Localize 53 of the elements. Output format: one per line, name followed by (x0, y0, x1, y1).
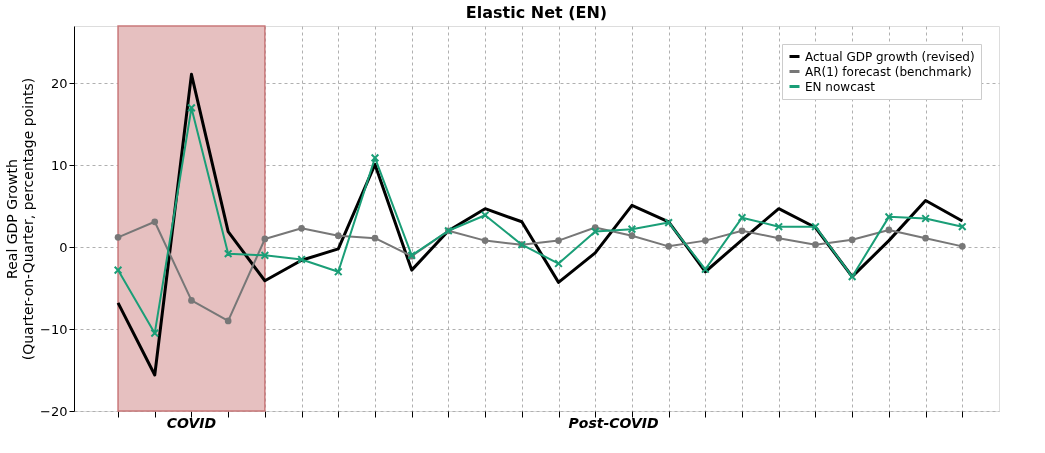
point (628, 232, 636, 240)
point (884, 212, 894, 222)
point (738, 227, 746, 235)
point (922, 234, 929, 242)
point (260, 251, 270, 260)
point (737, 213, 747, 223)
point (885, 226, 893, 234)
point (811, 222, 820, 232)
point (113, 265, 123, 275)
point (958, 243, 966, 250)
point (481, 237, 489, 244)
point (590, 227, 600, 236)
point (333, 267, 343, 277)
y-tick-label: −20 (40, 403, 68, 419)
y-axis-title: Real GDP Growth (Quarter-on-Quarter, percentage points) (4, 77, 37, 361)
legend-label: AR(1) forecast (benchmark) (805, 64, 972, 79)
point (370, 153, 380, 163)
point (298, 224, 305, 232)
text: COVID (166, 415, 217, 431)
legend-label: Actual GDP growth (revised) (805, 49, 975, 64)
legend-label: EN nowcast (805, 79, 876, 94)
y-tick-label: −10 (40, 321, 68, 337)
point (774, 222, 784, 232)
text: Post-COVID (568, 415, 659, 431)
point (371, 234, 379, 242)
point (555, 237, 562, 244)
point (812, 241, 819, 249)
y-tick-label: 10 (50, 157, 68, 173)
point (702, 237, 709, 244)
point (848, 236, 856, 244)
point (114, 233, 122, 241)
point (150, 328, 160, 338)
point (224, 317, 232, 325)
point (701, 264, 710, 274)
point (775, 234, 783, 242)
y-tick-label: 20 (50, 75, 68, 91)
point (223, 249, 233, 259)
point (664, 218, 673, 227)
point (665, 243, 672, 250)
point (554, 259, 563, 268)
point (334, 232, 342, 240)
point (187, 103, 196, 113)
point (261, 235, 269, 243)
point (957, 222, 967, 232)
point (151, 218, 159, 226)
point (847, 272, 857, 282)
point (921, 214, 930, 223)
point (480, 210, 490, 220)
y-tick-label: 0 (59, 239, 68, 255)
point (297, 255, 306, 264)
point (627, 224, 637, 234)
chart-title: Elastic Net (EN) (465, 3, 608, 23)
point (188, 297, 195, 304)
